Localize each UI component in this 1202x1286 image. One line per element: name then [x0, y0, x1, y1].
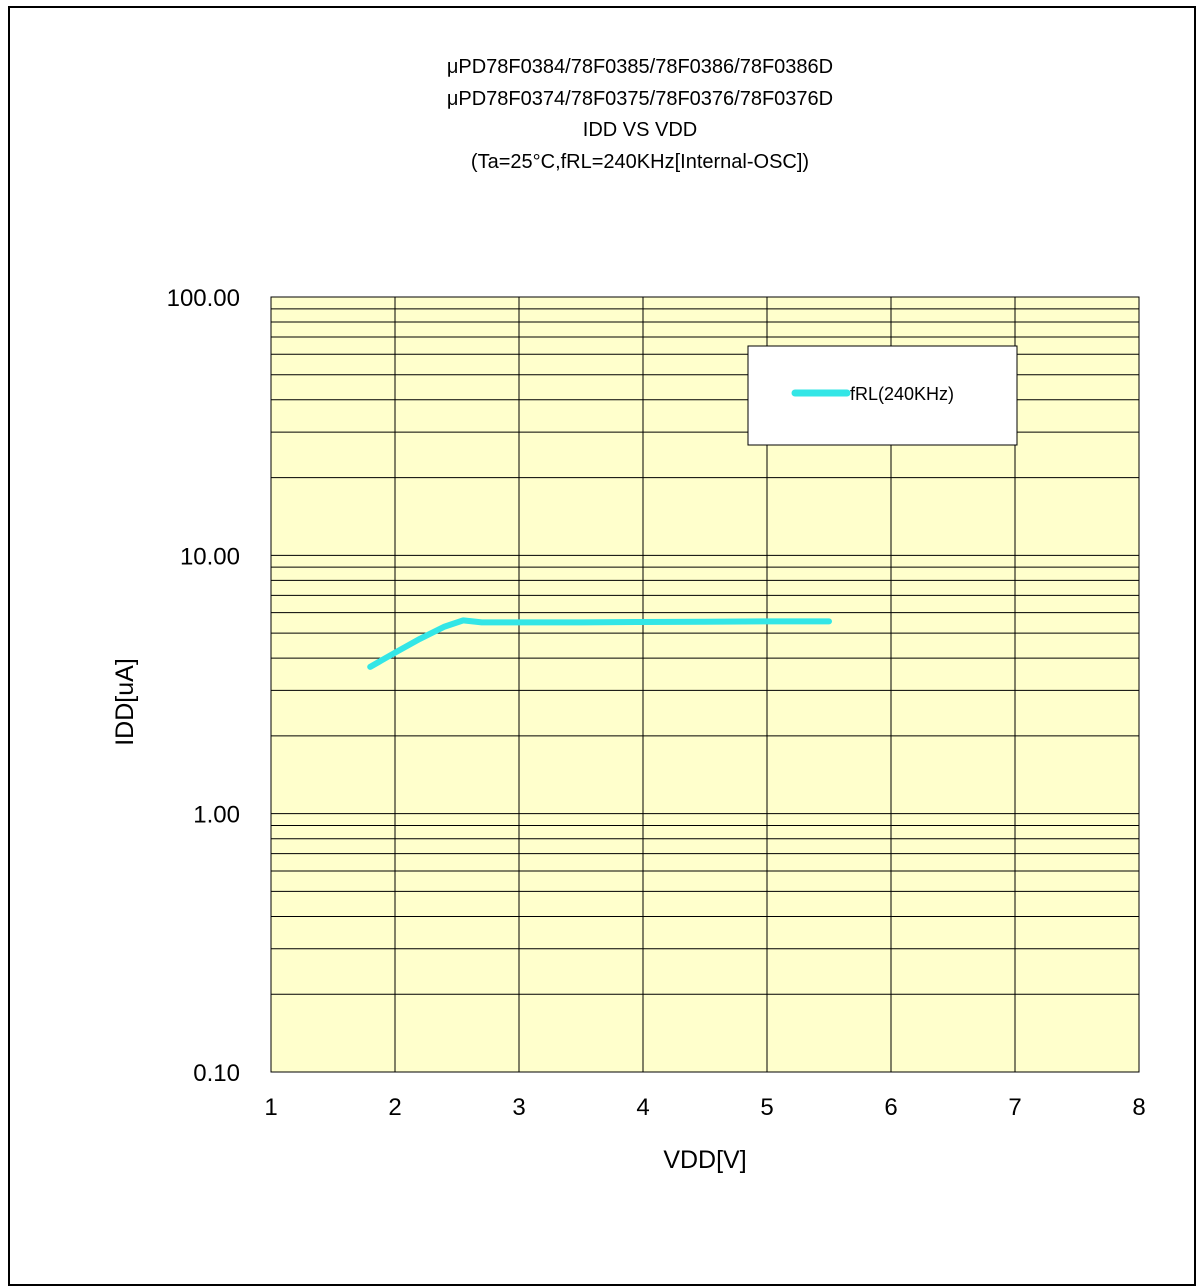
plot-border [270, 296, 1140, 1073]
title-line-2: μPD78F0374/78F0375/78F0376/78F0376D [447, 88, 833, 110]
x-tick-label: 2 [388, 1094, 401, 1121]
legend-label: fRL(240KHz) [850, 384, 954, 404]
x-tick-label: 8 [1132, 1094, 1145, 1121]
title-line-4: (Ta=25°C,fRL=240KHz[Internal-OSC]) [471, 151, 809, 173]
chart-title: μPD78F0384/78F0385/78F0386/78F0386D μPD7… [447, 56, 833, 173]
y-tick-label: 1.00 [193, 802, 240, 829]
legend: fRL(240KHz) [747, 345, 1018, 446]
y-axis-label: IDD[uA] [111, 658, 139, 746]
series-line [367, 617, 832, 670]
x-tick-label: 4 [636, 1094, 649, 1121]
x-tick-label: 1 [264, 1094, 277, 1121]
grid [271, 297, 1139, 1072]
x-tick-label: 3 [512, 1094, 525, 1121]
title-line-1: μPD78F0384/78F0385/78F0386/78F0386D [447, 56, 833, 78]
x-tick-label: 7 [1008, 1094, 1021, 1121]
y-tick-label: 10.00 [180, 543, 240, 570]
x-tick-labels: 1 2 3 4 5 6 7 8 [264, 1094, 1145, 1121]
y-tick-label: 100.00 [167, 285, 240, 312]
y-tick-labels: 100.00 10.00 1.00 0.10 [167, 285, 240, 1087]
y-tick-label: 0.10 [193, 1060, 240, 1087]
x-tick-label: 5 [760, 1094, 773, 1121]
title-line-3: IDD VS VDD [583, 119, 697, 141]
series-group [367, 617, 832, 670]
x-axis-label: VDD[V] [663, 1146, 746, 1174]
x-tick-label: 6 [884, 1094, 897, 1121]
